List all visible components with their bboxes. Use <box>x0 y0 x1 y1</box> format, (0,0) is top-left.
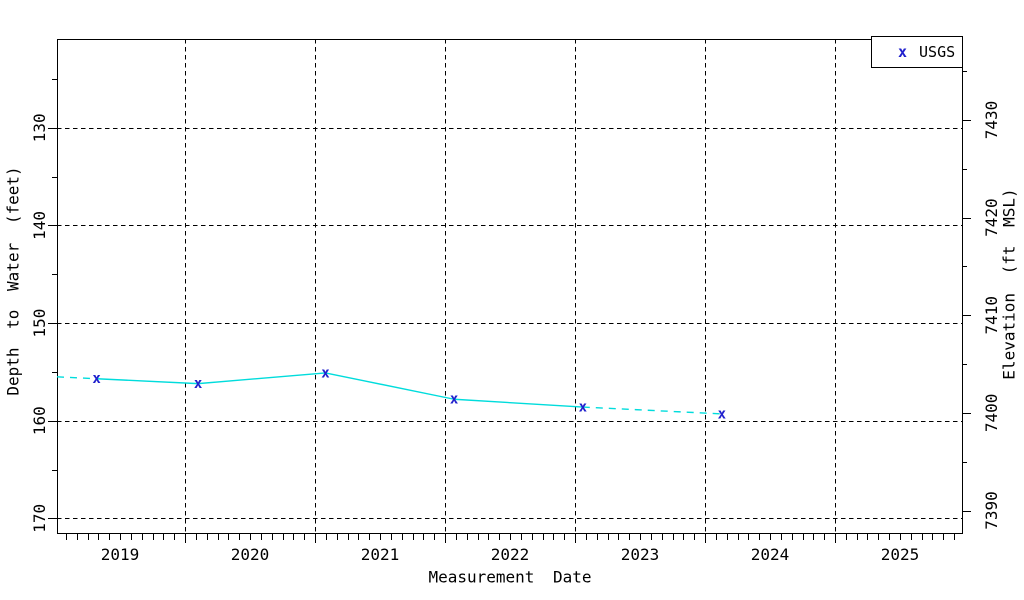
data-point-marker: x <box>718 406 727 422</box>
plot-border <box>57 39 963 534</box>
year-tick-label: 2022 <box>491 545 530 564</box>
data-point-marker: x <box>579 400 588 416</box>
series-segment <box>197 372 326 385</box>
x-axis-title: Measurement Date <box>428 567 592 587</box>
legend: x USGS <box>871 36 963 68</box>
series-segment <box>325 372 455 400</box>
axis-ticks <box>48 71 971 543</box>
legend-x-marker-icon: x <box>898 43 908 61</box>
year-tick-label: 2024 <box>751 545 790 564</box>
series-usgs <box>56 372 722 415</box>
left-tick-label: 150 <box>30 309 49 338</box>
right-tick-label: 7390 <box>982 491 1001 530</box>
year-tick-label: 2021 <box>361 545 400 564</box>
data-point-marker: x <box>450 392 459 408</box>
left-tick-label: 160 <box>30 406 49 435</box>
year-tick-label: 2023 <box>621 545 660 564</box>
right-y-axis-title: Elevation (ft MSL) <box>999 188 1019 380</box>
right-tick-label: 7410 <box>982 296 1001 335</box>
legend-label: USGS <box>919 43 956 61</box>
left-tick-label: 140 <box>30 211 49 240</box>
right-tick-label: 7430 <box>982 101 1001 140</box>
year-tick-label: 2020 <box>231 545 270 564</box>
tick-labels: 130 140 150 160 170 7430 7420 7410 7400 7390 2019 2… <box>30 101 1001 564</box>
data-point-markers: x x x x x x <box>92 365 726 422</box>
data-point-marker: x <box>321 365 330 381</box>
year-tick-label: 2025 <box>881 545 920 564</box>
left-tick-label: 130 <box>30 113 49 142</box>
left-y-axis-title: Depth to Water (feet) <box>3 166 23 396</box>
data-point-marker: x <box>92 371 101 387</box>
right-tick-label: 7420 <box>982 198 1001 237</box>
gridlines <box>57 39 962 533</box>
series-leading-dash <box>56 376 97 380</box>
year-tick-label: 2019 <box>101 545 140 564</box>
data-point-marker: x <box>194 376 203 392</box>
left-tick-label: 170 <box>30 504 49 533</box>
series-segment <box>454 398 583 408</box>
series-segment <box>582 406 722 415</box>
series-segment <box>96 378 199 385</box>
right-tick-label: 7400 <box>982 394 1001 433</box>
